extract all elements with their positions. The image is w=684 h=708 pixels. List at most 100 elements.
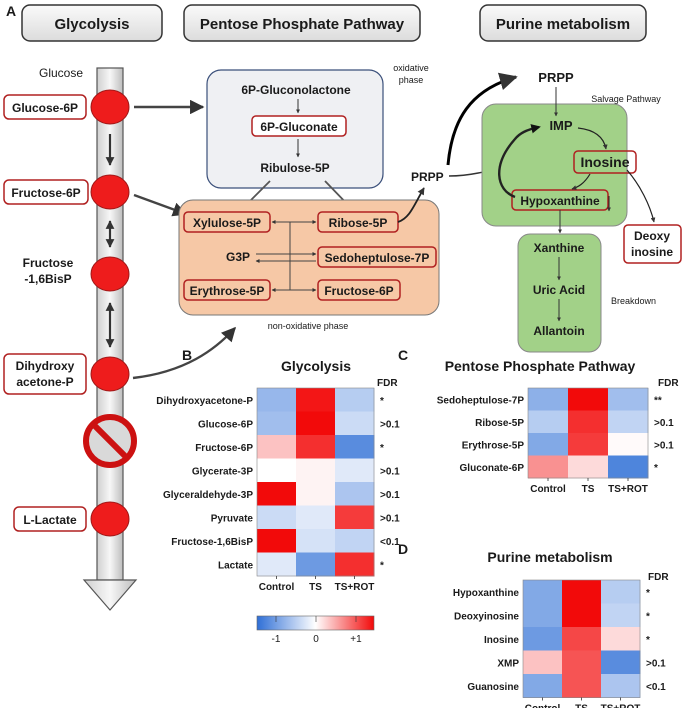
- heatmap-cell: [335, 388, 375, 412]
- nonoxidative-phase-label: non-oxidative phase: [268, 321, 349, 331]
- row-label: Gluconate-6P: [460, 463, 525, 474]
- prpp-top-label: PRPP: [538, 70, 574, 85]
- column-label: TS: [575, 704, 588, 708]
- ppp-fructose-6p-label: Fructose-6P: [324, 284, 393, 298]
- svg-text:Glucose-6P: Glucose-6P: [12, 101, 78, 115]
- heatmap-cell: [568, 388, 609, 411]
- heatmap-glycolysis-fdr-header: FDR: [377, 378, 398, 389]
- g3p-label: G3P: [226, 250, 250, 264]
- heatmap-cell: [296, 435, 336, 459]
- row-label: Fructose-1,6BisP: [171, 537, 253, 548]
- svg-text:L-Lactate: L-Lactate: [23, 513, 77, 527]
- heatmap-cell: [562, 627, 602, 651]
- heatmap-cell: [528, 433, 569, 456]
- heatmap-ppp: Pentose Phosphate Pathway FDR Sedoheptul…: [437, 358, 680, 495]
- svg-text:-1,6BisP: -1,6BisP: [24, 272, 71, 286]
- heatmap-cell: [523, 674, 563, 698]
- fdr-value: >0.1: [380, 419, 400, 430]
- deoxyinosine-label-2: inosine: [631, 245, 673, 259]
- node-l-lactate: L-Lactate: [14, 502, 129, 536]
- heatmap-cell: [608, 411, 649, 434]
- sedoheptulose-label: Sedoheptulose-7P: [325, 251, 430, 265]
- prohibition-icon: [86, 417, 134, 465]
- heatmap-cell: [523, 580, 563, 604]
- heatmap-cell: [257, 553, 297, 577]
- xanthine-label: Xanthine: [534, 241, 585, 255]
- heatmap-cell: [528, 388, 569, 411]
- heatmap-purine: Purine metabolism FDR Hypoxanthine * Deoxy…: [453, 549, 669, 708]
- node-fructose-16-bisp: Fructose -1,6BisP: [23, 256, 129, 291]
- heatmap-cell: [296, 482, 336, 506]
- row-label: Glucose-6P: [198, 419, 253, 430]
- column-label: TS: [309, 582, 322, 593]
- heatmap-cell: [528, 456, 569, 479]
- heatmap-cell: [257, 529, 297, 553]
- header-ppp: Pentose Phosphate Pathway: [184, 5, 420, 41]
- heatmap-cell: [257, 412, 297, 436]
- row-label: Glycerate-3P: [192, 466, 253, 477]
- imp-label: IMP: [549, 118, 572, 133]
- row-label: Deoxyinosine: [454, 611, 519, 622]
- heatmap-cell: [257, 459, 297, 483]
- row-label: Lactate: [218, 560, 253, 571]
- heatmap-cell: [335, 506, 375, 530]
- salvage-pathway-label: Salvage Pathway: [591, 94, 661, 104]
- row-label: Inosine: [484, 635, 519, 646]
- heatmap-ppp-title: Pentose Phosphate Pathway: [445, 358, 636, 374]
- colorbar: -1 0 +1: [257, 616, 374, 645]
- colorbar-tick-max: +1: [350, 634, 362, 645]
- column-label: TS+ROT: [335, 582, 375, 593]
- heatmap-cell: [608, 433, 649, 456]
- node-glucose-6p: Glucose-6P: [4, 90, 129, 124]
- erythrose-label: Erythrose-5P: [190, 284, 265, 298]
- row-label: Erythrose-5P: [462, 440, 525, 451]
- heatmap-glycolysis-title: Glycolysis: [281, 358, 351, 374]
- heatmap-glycolysis: Glycolysis FDR Dihydroxyacetone-P * Glucos…: [156, 358, 400, 593]
- heatmap-cell: [296, 388, 336, 412]
- fdr-value: *: [380, 396, 384, 407]
- heatmap-cell: [523, 651, 563, 675]
- node-fructose-6p: Fructose-6P: [4, 175, 129, 209]
- fdr-value: <0.1: [646, 682, 666, 693]
- inosine-label: Inosine: [580, 154, 629, 170]
- heatmap-cell: [608, 456, 649, 479]
- heatmap-cell: [335, 459, 375, 483]
- fdr-value: *: [646, 588, 650, 599]
- heatmap-cell: [601, 627, 641, 651]
- fdr-value: **: [654, 395, 662, 406]
- gluconolactone-label: 6P-Gluconolactone: [241, 83, 351, 97]
- row-label: Dihydroxyacetone-P: [156, 396, 253, 407]
- heatmap-cell: [257, 435, 297, 459]
- heatmap-cell: [562, 580, 602, 604]
- heatmap-cell: [528, 411, 569, 434]
- heatmap-cell: [335, 553, 375, 577]
- column-label: TS: [582, 484, 595, 495]
- heatmap-cell: [296, 529, 336, 553]
- heatmap-cell: [335, 482, 375, 506]
- heatmap-cell: [257, 506, 297, 530]
- fdr-value: >0.1: [380, 490, 400, 501]
- row-label: Sedoheptulose-7P: [437, 395, 525, 406]
- deoxyinosine-label-1: Deoxy: [634, 229, 670, 243]
- ribose-label: Ribose-5P: [329, 216, 388, 230]
- column-label: TS+ROT: [608, 484, 648, 495]
- breakdown-label: Breakdown: [611, 296, 656, 306]
- oxidative-phase-label-2: phase: [399, 75, 424, 85]
- heatmap-cell: [296, 506, 336, 530]
- ppp-oxidative-box: 6P-Gluconolactone 6P-Gluconate Ribulose-…: [207, 70, 383, 188]
- row-label: Ribose-5P: [475, 418, 524, 429]
- heatmap-cell: [335, 435, 375, 459]
- row-label: Hypoxanthine: [453, 588, 520, 599]
- svg-text:Fructose: Fructose: [23, 256, 74, 270]
- row-label: XMP: [497, 658, 519, 669]
- prpp-side-label: PRPP: [411, 170, 444, 184]
- heatmap-purine-title: Purine metabolism: [487, 549, 612, 565]
- panel-label-b: B: [182, 347, 192, 363]
- column-label: Control: [525, 704, 561, 708]
- column-label: Control: [259, 582, 295, 593]
- fdr-value: <0.1: [380, 537, 400, 548]
- node-dihydroxyacetone-p: Dihydroxy acetone-P: [4, 354, 129, 394]
- heatmap-cell: [568, 411, 609, 434]
- heatmap-cell: [562, 604, 602, 628]
- ribulose-label: Ribulose-5P: [260, 161, 329, 175]
